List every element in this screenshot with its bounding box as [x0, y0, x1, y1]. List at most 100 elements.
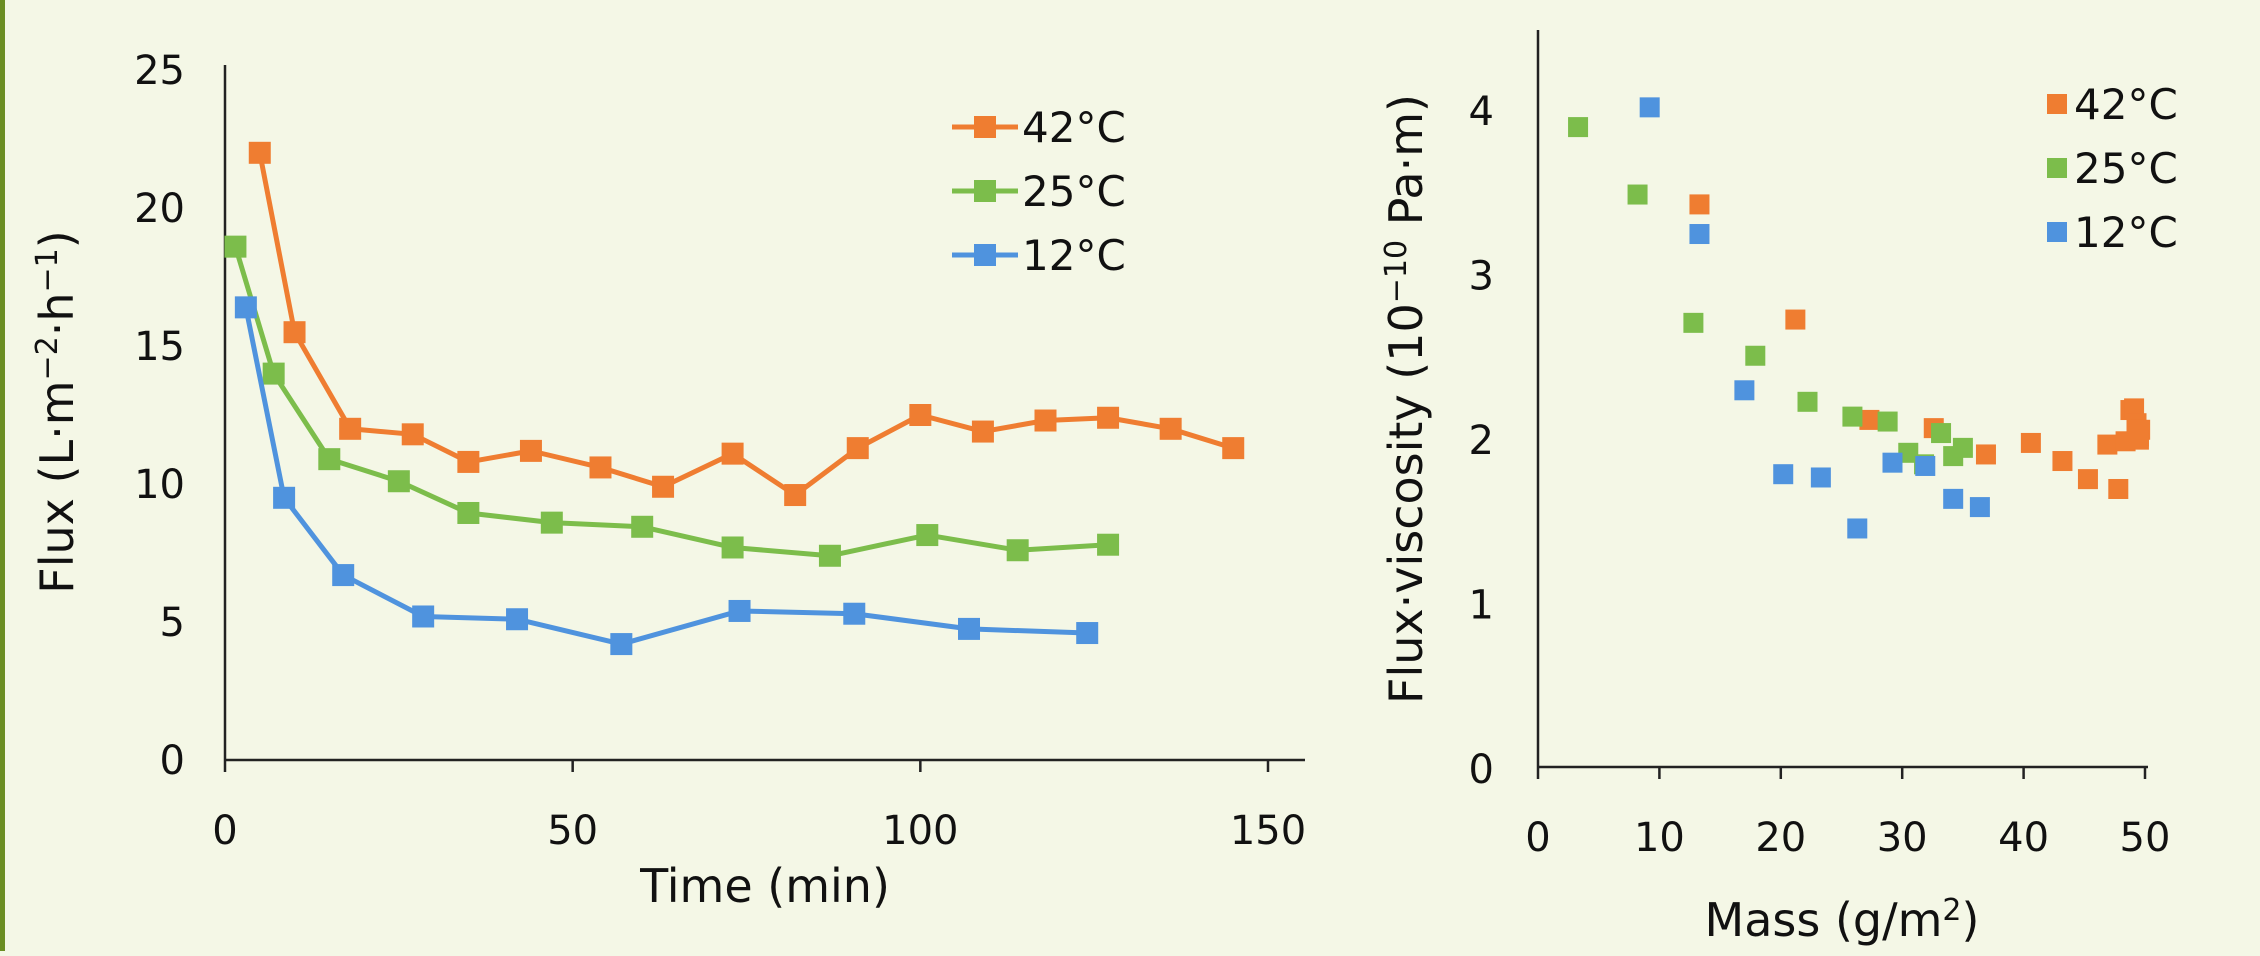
scatter-point: [1882, 452, 1903, 473]
legend-item-25c: 25°C: [2047, 144, 2178, 193]
visc-y-tick-label: 0: [1469, 747, 1494, 793]
scatter-point: [1568, 117, 1589, 138]
data-point: [589, 456, 612, 479]
data-point: [1006, 539, 1029, 562]
flux-y-tick-label: 15: [134, 324, 185, 370]
flux-y-tick-label: 10: [134, 462, 185, 508]
scatter-point: [2020, 432, 2041, 453]
data-point: [843, 602, 866, 625]
legend-label: 42°C: [1022, 103, 1126, 152]
data-point: [248, 141, 271, 164]
series-12c: [234, 296, 1099, 656]
data-point: [332, 564, 355, 587]
scatter-point: [2052, 451, 2073, 472]
scatter-point: [1627, 184, 1648, 205]
visc-legend: 42°C 25°C 12°C: [2047, 80, 2178, 257]
visc-y-tick-label: 1: [1469, 583, 1494, 629]
scatter-point: [1797, 391, 1818, 412]
visc-x-tick-label: 20: [1755, 815, 1806, 861]
data-point: [1159, 417, 1182, 440]
flux-y-tick-label: 25: [134, 48, 185, 94]
scatter-point: [2128, 429, 2149, 450]
visc-y-axis-title: Flux·viscosity (10−10 Pa·m): [1379, 94, 1433, 704]
scatter-series-12c: [1639, 97, 1990, 539]
data-point: [540, 511, 563, 534]
series-42c: [248, 141, 1245, 507]
visc-x-tick-label: 30: [1877, 815, 1928, 861]
series-line: [243, 306, 1088, 647]
scatter-point: [1859, 409, 1880, 430]
legend-label: 12°C: [2074, 208, 2178, 257]
data-point: [818, 544, 841, 567]
data-point: [610, 633, 633, 656]
legend-label: 42°C: [2074, 80, 2178, 129]
viscosity-mass-chart: 0 1 2 3 4 0 10 20 30 40 50 42°C 25°C 12°C Mass (g/m…: [1379, 30, 2178, 947]
scatter-point: [1952, 437, 1973, 458]
scatter-point: [1745, 345, 1766, 366]
data-point: [631, 515, 654, 538]
legend-label: 25°C: [1022, 167, 1126, 216]
data-point: [1076, 622, 1099, 645]
scatter-point: [1915, 455, 1936, 476]
data-point: [1222, 437, 1245, 460]
scatter-point: [1689, 224, 1710, 245]
legend-label: 25°C: [2074, 144, 2178, 193]
flux-x-axis-title: Time (min): [639, 859, 890, 913]
data-point: [234, 296, 257, 319]
visc-y-tick-label: 2: [1469, 418, 1494, 464]
data-point: [652, 475, 675, 498]
data-point: [339, 417, 362, 440]
scatter-point: [1810, 467, 1831, 488]
visc-x-tick-label: 50: [2120, 815, 2171, 861]
data-point: [728, 599, 751, 622]
scatter-point: [2108, 478, 2129, 499]
data-point: [262, 362, 285, 385]
scatter-point: [1969, 497, 1990, 518]
legend-marker: [974, 244, 996, 266]
flux-x-tick-label: 100: [882, 808, 958, 854]
data-point: [846, 437, 869, 460]
scatter-point: [1842, 406, 1863, 427]
data-point: [318, 448, 341, 471]
scatter-point: [1898, 442, 1919, 463]
data-point: [519, 439, 542, 462]
flux-x-tick-label: 50: [547, 808, 598, 854]
scatter-point: [1734, 380, 1755, 401]
scatter-point: [1931, 423, 1952, 444]
data-point: [916, 524, 939, 547]
series-line: [233, 245, 1109, 559]
legend-marker: [974, 180, 996, 202]
data-point: [784, 484, 807, 507]
data-point: [909, 404, 932, 426]
visc-x-tick-label: 10: [1634, 815, 1685, 861]
flux-x-ticks: 0 50 100 150: [212, 760, 1306, 854]
data-point: [1097, 406, 1120, 429]
scatter-point: [1683, 312, 1704, 333]
visc-y-tick-label: 3: [1469, 254, 1494, 300]
flux-x-tick-label: 0: [212, 808, 237, 854]
scatter-series-42c: [1689, 194, 2151, 499]
flux-series: [224, 141, 1245, 656]
legend-marker: [974, 116, 996, 138]
data-point: [457, 501, 480, 524]
data-point: [506, 608, 529, 631]
legend-marker: [2047, 158, 2067, 178]
legend-label: 12°C: [1022, 231, 1126, 280]
legend-item-42c: 42°C: [2047, 80, 2178, 129]
data-point: [721, 536, 744, 559]
series-25c: [224, 235, 1120, 567]
visc-series: [1568, 97, 2151, 539]
data-point: [273, 486, 296, 509]
scatter-point: [1689, 194, 1710, 215]
scatter-point: [1785, 309, 1806, 330]
data-point: [412, 605, 435, 628]
flux-y-ticks: 0 5 10 15 20 25: [134, 48, 185, 784]
legend-item-12c: 12°C: [2047, 208, 2178, 257]
left-border-stripe: [0, 0, 5, 951]
scatter-point: [2097, 434, 2118, 455]
data-point: [1097, 533, 1120, 556]
flux-y-tick-label: 0: [160, 738, 185, 784]
flux-y-tick-label: 5: [160, 600, 185, 646]
